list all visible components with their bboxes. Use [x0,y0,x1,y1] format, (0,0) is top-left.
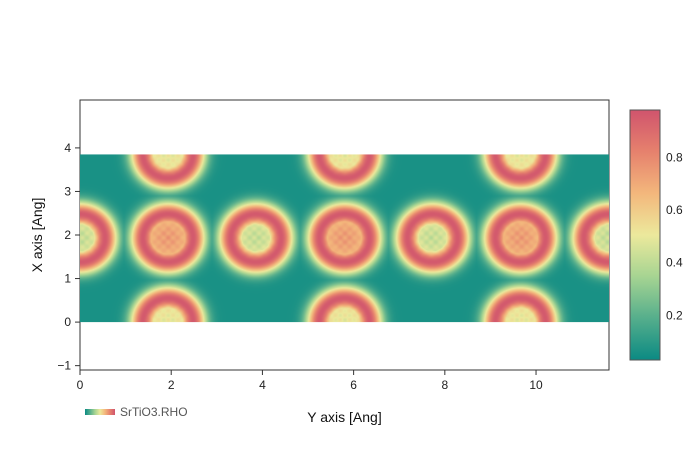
y-tick-label: 1 [64,272,71,286]
y-tick-label: 0 [64,315,71,329]
x-tick-label: 4 [259,378,266,392]
colorbar-tick-label: 0.8 [666,150,683,164]
y-axis-title: X axis [Ang] [29,198,45,273]
legend-swatch [85,409,115,415]
x-tick-label: 8 [441,378,448,392]
x-tick-label: 0 [77,378,84,392]
legend[interactable]: SrTiO3.RHO [85,405,188,419]
y-tick-label: −1 [57,359,71,373]
colorbar-ticks: 0.2 0.4 0.6 0.8 [666,150,683,322]
legend-label: SrTiO3.RHO [120,405,188,419]
y-tick-label: 2 [64,228,71,242]
colorbar [629,109,661,361]
x-axis-title: Y axis [Ang] [307,409,381,425]
x-tick-label: 10 [529,378,543,392]
y-tick-label: 4 [64,141,71,155]
y-tick-label: 3 [64,184,71,198]
y-axis-ticks: −1 0 1 2 3 4 [57,141,80,373]
x-tick-label: 6 [350,378,357,392]
heatmap [80,154,609,323]
colorbar-tick-label: 0.4 [666,256,683,270]
colorbar-tick-label: 0.2 [666,308,683,322]
x-tick-label: 2 [168,378,175,392]
colorbar-tick-label: 0.6 [666,203,683,217]
x-axis-ticks: 0 2 4 6 8 10 [77,370,543,392]
